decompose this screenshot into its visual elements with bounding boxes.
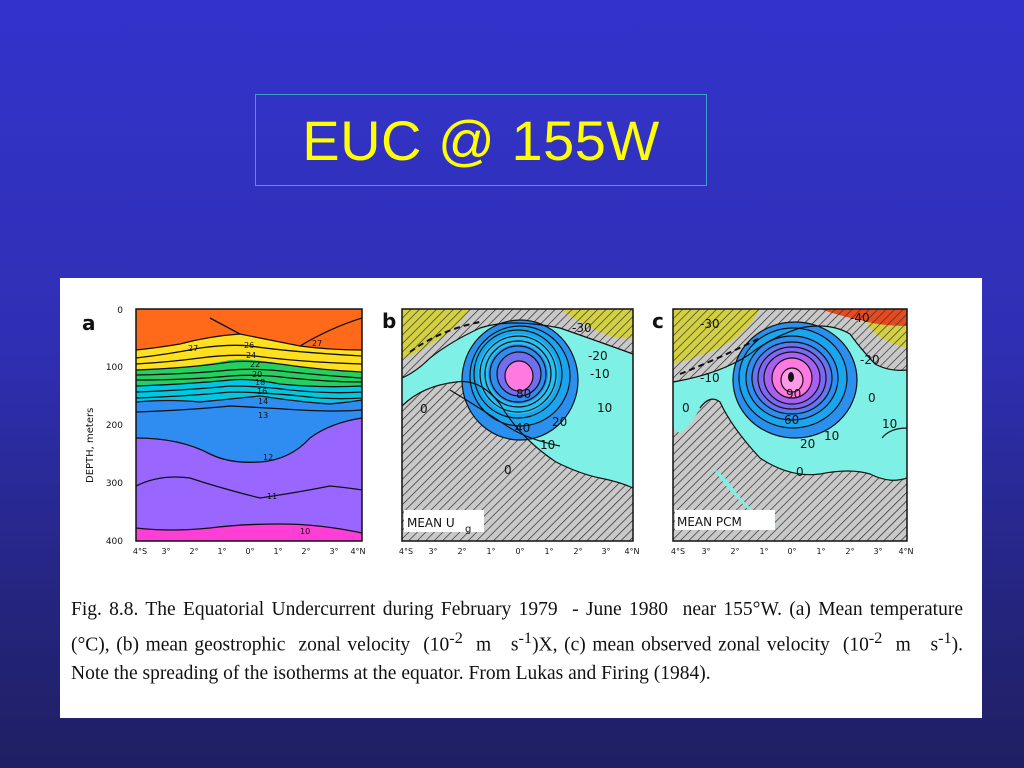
x-tick: 0° (515, 547, 524, 556)
contour-label-a: 22 (250, 360, 260, 369)
x-tick: 1° (217, 547, 226, 556)
contour-label-a: 12 (263, 453, 273, 462)
x-tick: 0° (245, 547, 254, 556)
y-tick: 0 (117, 306, 123, 316)
x-tick: 2° (845, 547, 854, 556)
contour-label-a: 27 (312, 339, 322, 348)
caption-superscript: -1 (938, 629, 952, 647)
panel-b-label-sub: g (465, 524, 471, 535)
x-tick: 3° (701, 547, 710, 556)
contour-label-c: -40 (850, 311, 870, 325)
x-tick: 3° (161, 547, 170, 556)
caption-text: ). Note the spreading of the isotherms a… (71, 634, 968, 684)
y-axis-label: DEPTH, meters (85, 408, 96, 483)
x-tick: 1° (486, 547, 495, 556)
y-tick: 100 (106, 363, 123, 373)
contour-label-a: 24 (246, 351, 256, 360)
contour-label-b: 80 (516, 387, 531, 401)
caption-superscript: -2 (449, 629, 463, 647)
y-tick: 300 (106, 479, 123, 489)
contour-label-b: -30 (572, 321, 592, 335)
contour-label-b: 10 (597, 401, 612, 415)
figure-panels: 27 27 26 24 22 20 18 16 14 13 12 11 10 a… (82, 306, 914, 556)
caption-text: )X, (c) mean observed zonal velocity (10 (532, 634, 869, 656)
contour-label-a: 16 (257, 387, 267, 396)
contour-label-a: 26 (244, 341, 254, 350)
x-tick: 4°N (624, 547, 639, 556)
x-tick: 1° (816, 547, 825, 556)
panel-b: -30 -20 -10 0 80 40 20 10 10 0 MEAN U g (382, 308, 640, 556)
caption-superscript: -1 (518, 629, 533, 647)
contour-label-a: 10 (300, 527, 310, 536)
x-tick: 2° (301, 547, 310, 556)
contour-label-b: 0 (504, 463, 512, 477)
figure-image: 27 27 26 24 22 20 18 16 14 13 12 11 10 a… (60, 278, 982, 718)
x-tick: 4°S (133, 547, 147, 556)
contour-label-b: 20 (552, 415, 567, 429)
x-tick: 1° (273, 547, 282, 556)
x-tick: 3° (601, 547, 610, 556)
x-tick: 4°N (898, 547, 913, 556)
x-tick: 3° (329, 547, 338, 556)
x-tick: 2° (189, 547, 198, 556)
caption-text: m s (882, 634, 939, 656)
x-tick: 3° (428, 547, 437, 556)
contour-label-c: 0 (868, 391, 876, 405)
panel-c-label: MEAN PCM (677, 515, 742, 529)
x-tick: 2° (573, 547, 582, 556)
x-tick: 1° (544, 547, 553, 556)
contour-label-a: 14 (258, 397, 268, 406)
contour-label-b: 10 (540, 438, 555, 452)
contour-label-b: 0 (420, 402, 428, 416)
panel-c: -30 -40 -20 -10 0 90 60 20 10 10 0 0 MEA… (652, 308, 914, 556)
x-tick: 4°N (350, 547, 365, 556)
panel-b-label-text: MEAN U (407, 516, 455, 530)
x-tick: 3° (873, 547, 882, 556)
contour-label-c: 90 (786, 387, 801, 401)
panel-b-label: MEAN U g (404, 510, 484, 535)
x-tick: 2° (457, 547, 466, 556)
contour-label-c: -20 (860, 353, 880, 367)
x-tick: 2° (730, 547, 739, 556)
slide-title: EUC @ 155W (302, 108, 660, 172)
panel-b-letter: b (382, 309, 396, 333)
contour-label-a: 13 (258, 411, 268, 420)
caption-superscript: -2 (868, 629, 883, 647)
panel-a-letter: a (82, 311, 96, 335)
contour-label-c: 0 (682, 401, 690, 415)
contour-label-b: -20 (588, 349, 608, 363)
caption-text: m s (462, 634, 519, 656)
panel-a: 27 27 26 24 22 20 18 16 14 13 12 11 10 a… (82, 306, 366, 556)
contour-label-a: 27 (188, 344, 198, 353)
contour-label-c: 10 (882, 417, 897, 431)
contour-label-c: 10 (824, 429, 839, 443)
contour-label-b: 40 (515, 421, 530, 435)
contour-label-c: 20 (800, 437, 815, 451)
contour-label-a: 20 (252, 370, 262, 379)
contour-label-c: -10 (700, 371, 720, 385)
y-tick: 200 (106, 421, 123, 431)
panel-c-letter: c (652, 309, 664, 333)
contour-label-c: -30 (700, 317, 720, 331)
figure-caption: Fig. 8.8. The Equatorial Undercurrent du… (71, 596, 963, 688)
contour-label-c: 60 (784, 413, 799, 427)
x-tick: 4°S (399, 547, 413, 556)
contour-label-a: 18 (255, 378, 265, 387)
slide-title-box: EUC @ 155W (255, 94, 707, 186)
x-tick: 0° (787, 547, 796, 556)
y-tick: 400 (106, 537, 123, 547)
x-tick: 1° (759, 547, 768, 556)
x-tick: 4°S (671, 547, 685, 556)
caption-text: Fig. 8.8. The Equatorial Undercurrent du… (71, 599, 968, 656)
contour-label-c: 0 (796, 465, 804, 479)
contour-label-a: 11 (267, 492, 277, 501)
contour-label-b: -10 (590, 367, 610, 381)
